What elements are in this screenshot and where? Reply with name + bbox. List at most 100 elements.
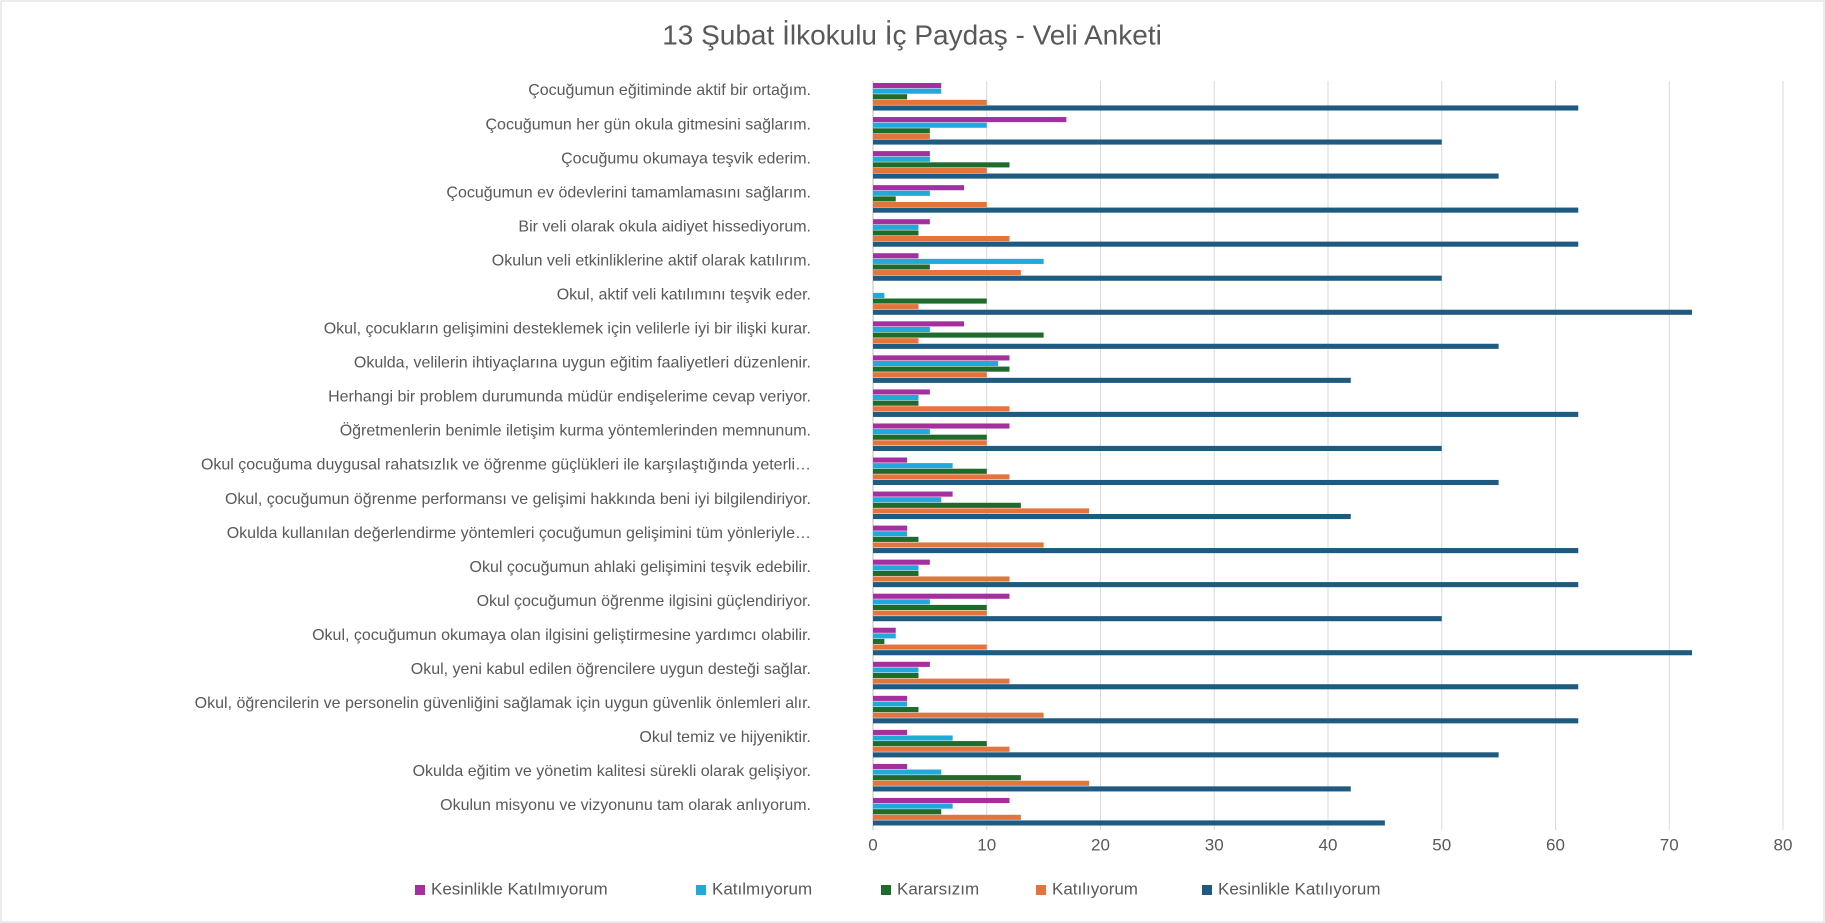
legend-swatch [415, 885, 425, 895]
bar [873, 582, 1579, 588]
x-tick-label: 60 [1546, 835, 1565, 854]
bar [873, 531, 908, 537]
y-tick-label: Okul çocuğumun öğrenme ilgisini güçlendi… [477, 593, 811, 610]
x-tick-label: 0 [868, 835, 877, 854]
bar [873, 525, 908, 531]
bar [873, 763, 908, 770]
bar [873, 513, 1351, 520]
y-tick-label: Okul, çocukların gelişimini desteklemek … [324, 321, 811, 338]
bar [873, 650, 1692, 656]
bar [873, 304, 919, 310]
bar [873, 264, 930, 270]
y-tick-label: Çocuğumu okumaya teşvik ederim. [561, 150, 811, 167]
bar [873, 695, 908, 701]
bar [873, 185, 964, 191]
legend-swatch [881, 885, 891, 895]
x-tick-label: 20 [1091, 835, 1110, 854]
legend-label: Kararsızım [897, 879, 979, 898]
bar [873, 604, 987, 611]
bar [873, 644, 987, 650]
y-tick-label: Çocuğumun her gün okula gitmesini sağlar… [486, 116, 812, 133]
bar [873, 122, 987, 128]
bar [873, 735, 953, 741]
bar [873, 406, 1010, 412]
bar [873, 445, 1442, 451]
bar [873, 820, 1385, 826]
x-tick-label: 30 [1205, 835, 1224, 854]
bar [873, 502, 1021, 508]
chart-title: 13 Şubat İlkokulu İç Paydaş - Veli Anket… [662, 19, 1162, 50]
bar [873, 593, 1010, 599]
bar [873, 497, 942, 503]
legend-swatch [1036, 885, 1046, 895]
y-tick-label: Okul temiz ve hijyeniktir. [639, 729, 811, 746]
bar [873, 809, 942, 815]
bar [873, 559, 930, 565]
legend-swatch [1202, 885, 1212, 895]
y-tick-label: Okul, yeni kabul edilen öğrencilere uygu… [411, 661, 811, 678]
bar [873, 661, 930, 667]
bar [873, 701, 908, 707]
bar [873, 151, 930, 157]
bar [873, 440, 987, 446]
y-tick-label: Okul, çocuğumun öğrenme performansı ve g… [225, 491, 811, 508]
y-tick-label: Okul, çocuğumun okumaya olan ilgisini ge… [312, 627, 811, 644]
bar [873, 576, 1010, 582]
y-tick-label: Öğretmenlerin benimle iletişim kurma yön… [340, 422, 811, 440]
bar [873, 167, 987, 174]
bar [873, 389, 930, 395]
y-tick-label: Okul çocuğuma duygusal rahatsızlık ve öğ… [201, 457, 811, 474]
bar [873, 457, 908, 463]
bar [873, 292, 885, 298]
bar [873, 321, 964, 327]
bar [873, 332, 1044, 338]
bar [873, 88, 942, 94]
y-tick-label: Okulun veli etkinliklerine aktif olarak … [492, 252, 811, 269]
bar [873, 672, 919, 679]
bar [873, 94, 908, 100]
bar [873, 309, 1692, 315]
bar [873, 803, 953, 809]
bar [873, 411, 1579, 417]
bar [873, 275, 1442, 281]
y-tick-label: Çocuğumun ev ödevlerini tamamlamasını sa… [446, 184, 811, 201]
bar [873, 780, 1090, 786]
bar [873, 343, 1499, 349]
bar [873, 270, 1021, 276]
bar [873, 99, 987, 105]
bar [873, 395, 919, 401]
bar [873, 491, 953, 497]
x-tick-label: 10 [977, 835, 996, 854]
y-tick-label: Okul, aktif veli katılımını teşvik eder. [557, 286, 811, 303]
bar [873, 741, 987, 747]
y-tick-label: Okulda eğitim ve yönetim kalitesi sürekl… [413, 763, 811, 780]
legend-label: Katılıyorum [1052, 879, 1138, 898]
bar [873, 633, 896, 639]
bar [873, 707, 919, 713]
bar [873, 156, 930, 162]
y-tick-label: Okul, öğrencilerin ve personelin güvenli… [195, 695, 811, 712]
bar [873, 616, 1442, 622]
bar [873, 638, 885, 645]
bar [873, 775, 1021, 781]
bar [873, 429, 930, 435]
bar [873, 468, 987, 474]
bar [873, 684, 1579, 690]
bar [873, 366, 1010, 372]
bar [873, 258, 1044, 264]
bar [873, 423, 1010, 429]
bar [873, 224, 919, 230]
bar [873, 542, 1044, 548]
x-tick-label: 70 [1660, 835, 1679, 854]
bar [873, 474, 1010, 480]
y-tick-label: Herhangi bir problem durumunda müdür end… [328, 389, 811, 406]
bar [873, 173, 1499, 179]
bar [873, 241, 1579, 247]
y-tick-label: Bir veli olarak okula aidiyet hissediyor… [518, 218, 811, 235]
bar [873, 133, 930, 139]
bar [873, 565, 919, 571]
bar [873, 536, 919, 542]
bar [873, 718, 1579, 724]
bar [873, 201, 987, 208]
